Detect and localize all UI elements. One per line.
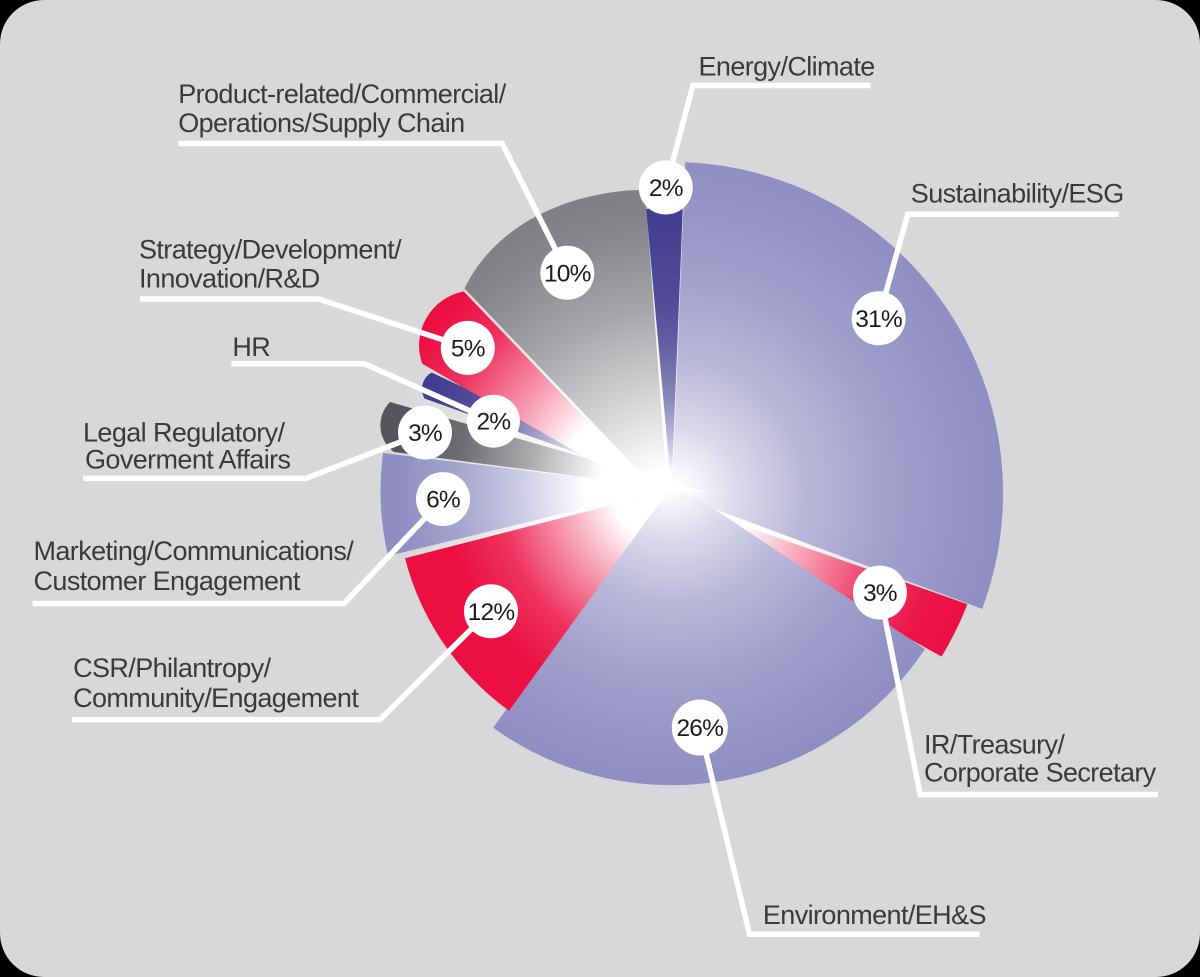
svg-text:2%: 2%: [649, 175, 683, 202]
svg-text:Energy/Climate: Energy/Climate: [699, 52, 875, 82]
svg-text:26%: 26%: [676, 715, 723, 742]
svg-text:Goverment Affairs: Goverment Affairs: [85, 445, 290, 475]
svg-text:3%: 3%: [863, 580, 897, 607]
svg-text:31%: 31%: [855, 306, 902, 333]
svg-text:12%: 12%: [468, 599, 515, 626]
svg-text:2%: 2%: [476, 409, 510, 436]
svg-text:Sustainability/ESG: Sustainability/ESG: [911, 179, 1124, 209]
svg-text:Customer Engagement: Customer Engagement: [34, 566, 301, 596]
svg-text:5%: 5%: [451, 335, 485, 362]
svg-text:Operations/Supply Chain: Operations/Supply Chain: [178, 108, 464, 138]
svg-text:Environment/EH&S: Environment/EH&S: [763, 900, 986, 930]
svg-text:IR/Treasury/: IR/Treasury/: [924, 730, 1065, 760]
svg-text:3%: 3%: [408, 420, 442, 447]
svg-text:Innovation/R&D: Innovation/R&D: [139, 264, 320, 294]
svg-text:CSR/Philantropy/: CSR/Philantropy/: [73, 653, 272, 683]
svg-text:HR: HR: [232, 332, 270, 362]
svg-text:Legal Regulatory/: Legal Regulatory/: [83, 418, 286, 448]
svg-text:Strategy/Development/: Strategy/Development/: [139, 235, 402, 265]
svg-text:Product-related/Commercial/: Product-related/Commercial/: [178, 79, 507, 109]
svg-text:Community/Engagement: Community/Engagement: [73, 683, 359, 713]
svg-text:6%: 6%: [426, 487, 460, 514]
svg-text:10%: 10%: [544, 260, 591, 287]
svg-text:Corporate Secretary: Corporate Secretary: [924, 757, 1157, 787]
svg-text:Marketing/Communications/: Marketing/Communications/: [34, 536, 355, 566]
